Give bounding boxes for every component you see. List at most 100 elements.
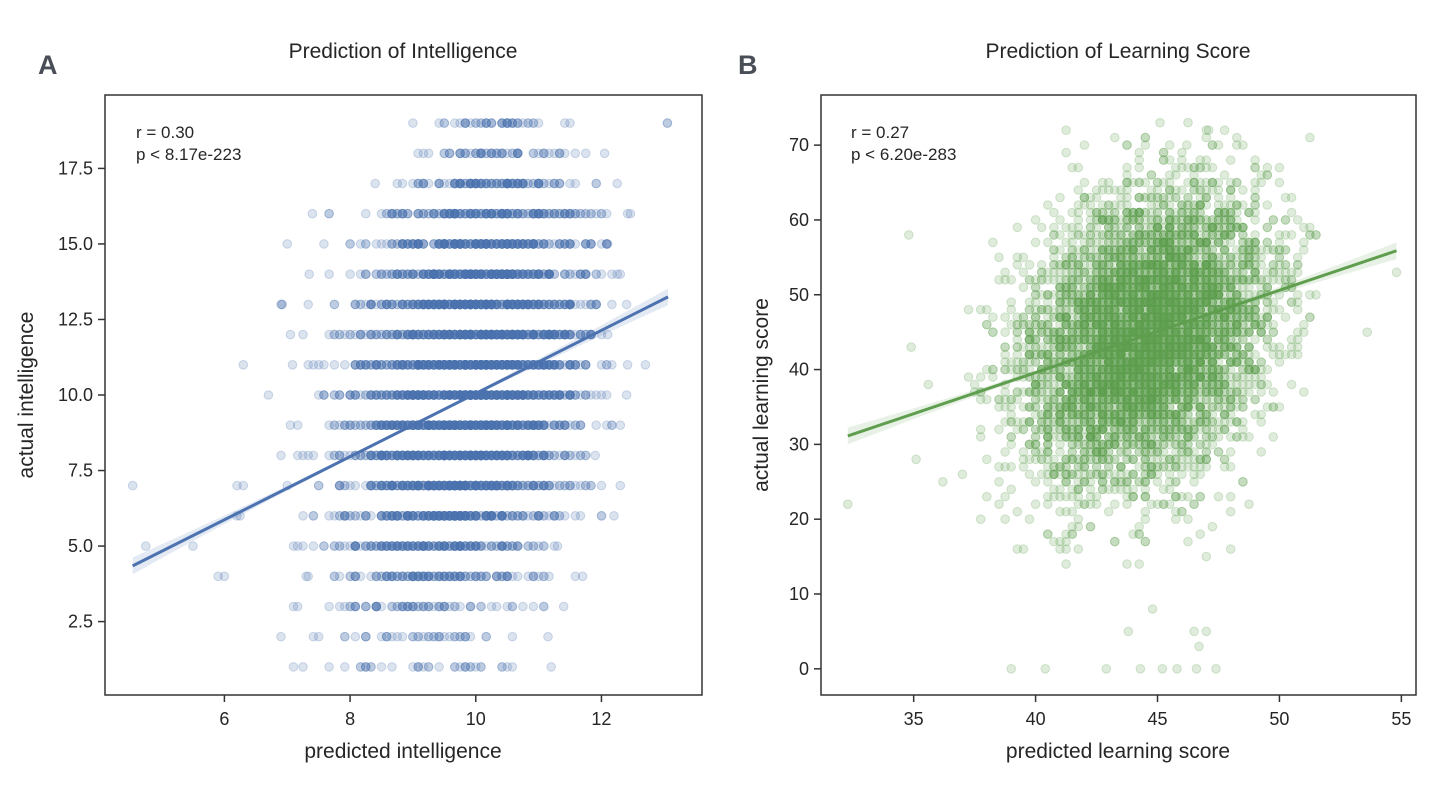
point bbox=[592, 270, 601, 279]
point bbox=[419, 361, 428, 370]
point bbox=[409, 330, 418, 339]
point bbox=[398, 240, 407, 249]
point bbox=[600, 149, 609, 158]
point bbox=[308, 209, 317, 218]
point bbox=[440, 149, 449, 158]
point bbox=[566, 300, 575, 309]
point bbox=[288, 361, 297, 370]
point bbox=[540, 300, 549, 309]
point bbox=[278, 300, 287, 309]
point bbox=[435, 663, 444, 672]
point bbox=[587, 391, 596, 400]
point bbox=[372, 330, 381, 339]
point bbox=[419, 270, 428, 279]
point bbox=[534, 149, 543, 158]
point bbox=[314, 632, 323, 641]
point bbox=[414, 481, 423, 490]
point bbox=[440, 451, 449, 460]
point bbox=[299, 542, 308, 551]
point bbox=[440, 240, 449, 249]
point bbox=[382, 391, 391, 400]
point bbox=[367, 572, 376, 581]
point bbox=[513, 391, 522, 400]
point bbox=[409, 542, 418, 551]
point bbox=[388, 330, 397, 339]
point bbox=[492, 149, 501, 158]
point bbox=[534, 512, 543, 521]
x-tick-label: 12 bbox=[591, 709, 611, 729]
point bbox=[597, 391, 606, 400]
point bbox=[451, 663, 460, 672]
point bbox=[602, 421, 611, 430]
point bbox=[529, 542, 538, 551]
point bbox=[550, 391, 559, 400]
point bbox=[492, 542, 501, 551]
point bbox=[419, 240, 428, 249]
point bbox=[341, 632, 350, 641]
point bbox=[377, 602, 386, 611]
y-tick-label: 5.0 bbox=[68, 536, 93, 556]
point bbox=[623, 361, 632, 370]
point bbox=[555, 300, 564, 309]
point bbox=[508, 270, 517, 279]
point bbox=[503, 179, 512, 188]
point bbox=[382, 632, 391, 641]
point bbox=[398, 542, 407, 551]
point bbox=[482, 240, 491, 249]
point bbox=[602, 240, 611, 249]
point bbox=[540, 602, 549, 611]
point bbox=[283, 240, 292, 249]
point bbox=[461, 270, 470, 279]
point bbox=[555, 361, 564, 370]
point bbox=[591, 451, 600, 460]
point bbox=[597, 481, 606, 490]
point bbox=[424, 300, 433, 309]
point bbox=[377, 572, 386, 581]
point bbox=[513, 512, 522, 521]
point bbox=[409, 240, 418, 249]
point bbox=[466, 602, 475, 611]
point bbox=[435, 632, 444, 641]
panel-label-b: B bbox=[738, 50, 758, 80]
point bbox=[414, 209, 423, 218]
x-axis-label-a: predicted intelligence bbox=[304, 740, 501, 763]
point bbox=[534, 270, 543, 279]
point bbox=[309, 542, 318, 551]
point bbox=[503, 119, 512, 128]
point bbox=[534, 391, 543, 400]
panel-b: B Prediction of Learning Score predicted… bbox=[738, 40, 1416, 763]
point bbox=[477, 330, 486, 339]
point bbox=[519, 330, 528, 339]
point bbox=[529, 330, 538, 339]
point bbox=[445, 481, 454, 490]
point bbox=[424, 512, 433, 521]
point bbox=[545, 240, 554, 249]
point bbox=[362, 663, 371, 672]
point bbox=[482, 179, 491, 188]
point bbox=[477, 663, 486, 672]
point bbox=[466, 209, 475, 218]
point bbox=[409, 119, 418, 128]
point bbox=[461, 663, 470, 672]
point bbox=[472, 481, 481, 490]
point bbox=[346, 270, 355, 279]
point bbox=[503, 512, 512, 521]
point bbox=[503, 209, 512, 218]
point bbox=[346, 330, 355, 339]
point bbox=[663, 119, 672, 128]
point bbox=[341, 361, 350, 370]
point bbox=[393, 421, 402, 430]
y-tick-label: 7.5 bbox=[68, 461, 93, 481]
point bbox=[461, 119, 470, 128]
point bbox=[576, 451, 585, 460]
point bbox=[561, 451, 570, 460]
point bbox=[492, 209, 501, 218]
point bbox=[325, 270, 334, 279]
point bbox=[277, 451, 286, 460]
point bbox=[524, 481, 533, 490]
point bbox=[388, 663, 397, 672]
point bbox=[388, 240, 397, 249]
point bbox=[325, 209, 334, 218]
point bbox=[382, 512, 391, 521]
point bbox=[330, 572, 339, 581]
